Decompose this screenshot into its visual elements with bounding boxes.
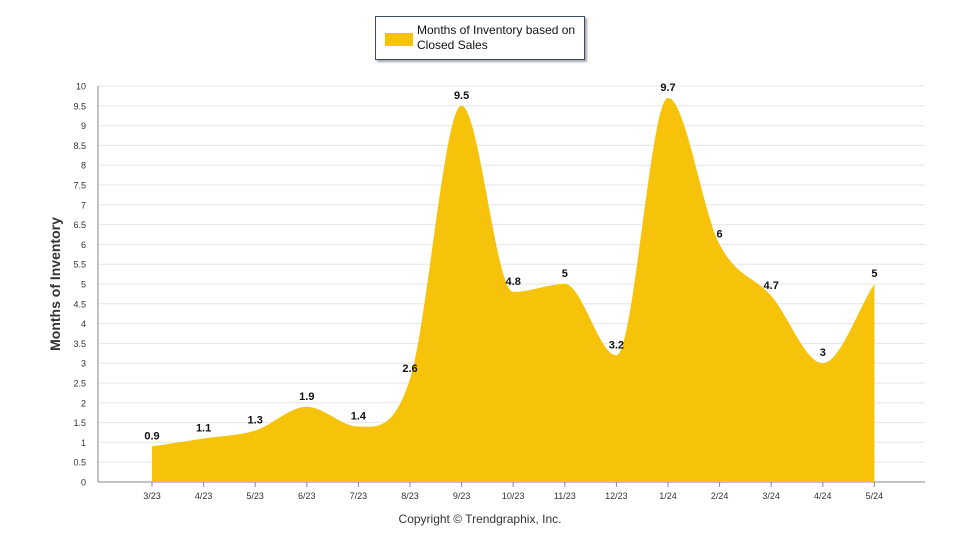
y-tick-label: 8 — [81, 161, 86, 171]
x-tick-label: 7/23 — [350, 491, 368, 501]
y-tick-label: 9.5 — [73, 101, 86, 111]
x-tick-label: 12/23 — [605, 491, 628, 501]
x-tick-label: 9/23 — [453, 491, 471, 501]
y-tick-label: 1.5 — [73, 418, 86, 428]
data-label: 1.4 — [351, 411, 367, 423]
data-label: 4.8 — [506, 276, 521, 288]
x-tick-label: 11/23 — [554, 491, 576, 501]
legend-label: Months of Inventory based on Closed Sale… — [417, 23, 576, 52]
y-tick-label: 4 — [81, 319, 86, 329]
y-tick-label: 7.5 — [73, 181, 86, 191]
data-label: 9.5 — [454, 90, 469, 102]
x-tick-label: 4/23 — [195, 491, 213, 501]
x-tick-label: 2/24 — [711, 491, 729, 501]
y-tick-label: 6 — [81, 240, 86, 250]
data-label: 2.6 — [402, 363, 417, 375]
y-tick-label: 1 — [81, 438, 86, 448]
x-tick-label: 1/24 — [659, 491, 677, 501]
data-label: 3.2 — [609, 339, 624, 351]
x-tick-label: 4/24 — [814, 491, 832, 501]
x-tick-label: 3/23 — [143, 491, 161, 501]
y-tick-label: 0 — [81, 478, 86, 488]
copyright: Copyright © Trendgraphix, Inc. — [398, 512, 562, 526]
y-tick-label: 6.5 — [73, 220, 86, 230]
data-label: 4.7 — [764, 280, 779, 292]
data-label: 5 — [562, 268, 568, 280]
legend: Months of Inventory based on Closed Sale… — [375, 16, 585, 60]
x-tick-label: 10/23 — [502, 491, 525, 501]
y-tick-label: 8.5 — [73, 141, 86, 151]
y-tick-label: 2.5 — [73, 379, 86, 389]
x-tick-label: 5/24 — [866, 491, 884, 501]
y-tick-label: 3.5 — [73, 339, 86, 349]
y-tick-label: 5.5 — [73, 260, 86, 270]
y-tick-label: 7 — [81, 200, 86, 210]
data-label: 6 — [717, 228, 723, 240]
y-tick-label: 10 — [76, 82, 86, 92]
y-tick-label: 3 — [81, 359, 86, 369]
y-tick-label: 9 — [81, 121, 86, 131]
x-tick-label: 3/24 — [762, 491, 780, 501]
x-tick-label: 6/23 — [298, 491, 316, 501]
y-tick-label: 4.5 — [73, 299, 86, 309]
y-tick-label: 2 — [81, 398, 86, 408]
data-label: 0.9 — [144, 430, 159, 442]
x-tick-label: 8/23 — [401, 491, 419, 501]
y-tick-label: 5 — [81, 280, 86, 290]
data-label: 5 — [871, 268, 877, 280]
data-label: 1.3 — [248, 415, 263, 427]
legend-swatch — [385, 33, 413, 46]
data-label: 9.7 — [660, 82, 675, 94]
y-axis-title: Months of Inventory — [47, 217, 63, 351]
data-label: 1.1 — [196, 422, 211, 434]
y-tick-label: 0.5 — [73, 458, 86, 468]
series-area — [152, 97, 875, 482]
data-label: 3 — [820, 347, 826, 359]
data-label: 1.9 — [299, 391, 314, 403]
x-tick-label: 5/23 — [246, 491, 264, 501]
